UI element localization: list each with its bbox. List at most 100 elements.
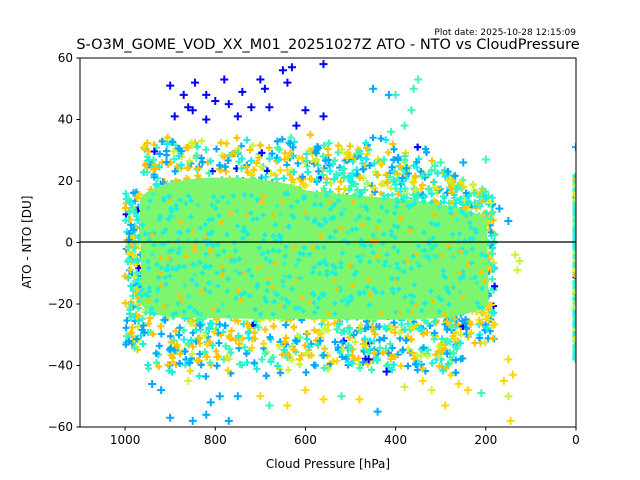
data-point	[248, 344, 256, 352]
data-point	[133, 269, 141, 277]
data-point	[313, 155, 321, 163]
data-point	[261, 350, 269, 358]
data-point	[335, 286, 341, 292]
data-point	[311, 300, 317, 306]
data-point	[448, 188, 456, 196]
data-point	[382, 136, 390, 144]
data-point	[140, 168, 148, 176]
data-point	[143, 310, 149, 316]
data-point	[183, 200, 189, 206]
data-point	[273, 175, 281, 183]
data-point	[282, 253, 288, 259]
data-point	[177, 161, 185, 169]
data-point	[453, 186, 461, 194]
data-point	[479, 252, 485, 258]
data-point	[303, 349, 311, 357]
data-point	[572, 186, 576, 192]
data-point	[296, 257, 302, 263]
data-point	[428, 220, 434, 226]
data-point	[272, 222, 278, 228]
data-point	[215, 198, 221, 204]
data-point	[382, 325, 390, 333]
data-point	[133, 335, 141, 343]
data-point	[361, 186, 369, 194]
data-point	[166, 256, 172, 262]
data-point	[175, 250, 181, 256]
data-point	[473, 203, 479, 209]
data-point	[428, 199, 434, 205]
data-point	[463, 213, 469, 219]
data-point	[469, 181, 477, 189]
data-point	[260, 339, 268, 347]
data-point	[134, 323, 142, 331]
data-point	[304, 214, 310, 220]
data-point	[461, 205, 467, 211]
data-point	[290, 346, 298, 354]
data-point	[452, 356, 460, 364]
data-point	[289, 213, 295, 219]
data-points	[121, 60, 576, 425]
data-point	[197, 361, 205, 369]
data-point	[434, 185, 442, 193]
data-point	[287, 133, 295, 141]
data-point	[158, 255, 164, 261]
data-point	[264, 288, 270, 294]
data-point	[408, 349, 416, 357]
data-point	[322, 157, 330, 165]
data-point	[465, 261, 471, 267]
data-point	[243, 320, 251, 328]
data-point	[321, 244, 327, 250]
data-point	[481, 279, 487, 285]
data-point	[349, 169, 357, 177]
data-point	[466, 193, 472, 199]
data-point	[401, 156, 409, 164]
data-point	[208, 231, 214, 237]
data-point	[214, 242, 220, 248]
data-point	[244, 168, 252, 176]
data-point	[196, 321, 204, 329]
data-point	[153, 144, 161, 152]
data-point	[176, 350, 184, 358]
data-point	[175, 152, 183, 160]
data-point	[410, 178, 418, 186]
data-point	[225, 199, 231, 205]
data-point	[253, 159, 261, 167]
data-point	[293, 337, 301, 345]
data-point	[170, 155, 178, 163]
data-point	[224, 232, 230, 238]
data-point	[154, 261, 160, 267]
data-point	[412, 282, 418, 288]
data-point	[238, 164, 246, 172]
data-point	[382, 345, 390, 353]
data-point	[193, 151, 201, 159]
data-point	[357, 193, 363, 199]
data-point	[431, 162, 439, 170]
data-point	[344, 341, 352, 349]
data-point	[422, 301, 428, 307]
data-point	[351, 199, 357, 205]
data-point	[216, 213, 222, 219]
data-point	[193, 143, 201, 151]
data-point	[186, 157, 194, 165]
data-point	[250, 359, 258, 367]
data-point	[131, 344, 139, 352]
data-point	[428, 288, 434, 294]
data-point	[245, 334, 253, 342]
data-point	[330, 235, 336, 241]
data-point	[363, 150, 371, 158]
data-point	[125, 208, 133, 216]
data-point	[146, 265, 152, 271]
data-point	[188, 350, 196, 358]
data-point	[347, 263, 353, 269]
data-point	[338, 165, 346, 173]
data-point	[124, 195, 132, 203]
data-point	[408, 325, 416, 333]
data-point	[366, 337, 374, 345]
data-point	[442, 312, 448, 318]
data-point	[241, 192, 247, 198]
data-point	[443, 275, 449, 281]
data-point	[139, 322, 147, 330]
data-point	[121, 272, 129, 280]
data-point	[291, 245, 297, 251]
data-point	[414, 366, 422, 374]
